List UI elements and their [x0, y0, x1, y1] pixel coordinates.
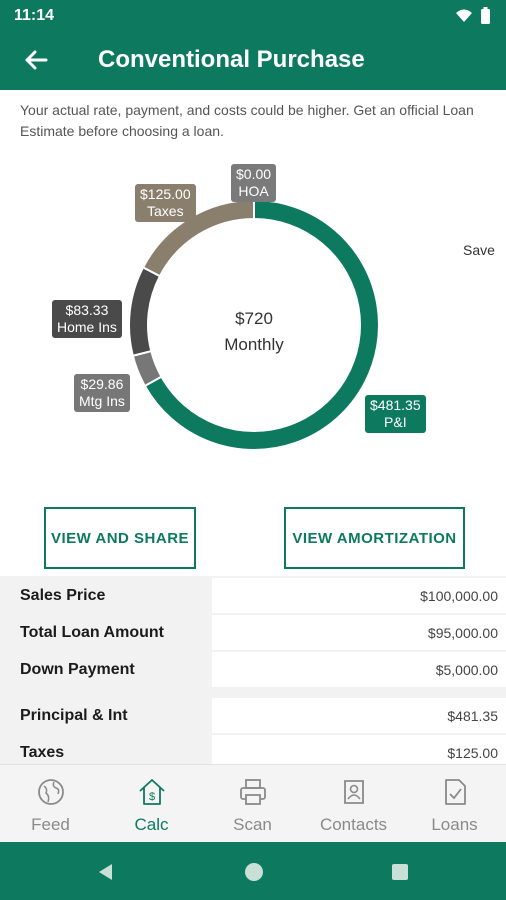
table-row: Sales Price $100,000.00: [0, 578, 506, 613]
row-label: Taxes: [20, 743, 65, 761]
nav-item-scan[interactable]: Scan: [202, 765, 303, 843]
monthly-label: Monthly: [224, 335, 284, 354]
nav-item-calc[interactable]: $ Calc: [101, 765, 202, 843]
slice-label-home-ins: $83.33 Home Ins: [52, 300, 122, 338]
disclaimer-text: Your actual rate, payment, and costs cou…: [20, 102, 474, 139]
contacts-icon: [344, 780, 364, 804]
slice-label-mtg-ins: $29.86 Mtg Ins: [74, 374, 130, 412]
slice-amount-pi: $481.35: [370, 397, 421, 413]
nav-item-loans[interactable]: Loans: [404, 765, 505, 843]
save-button[interactable]: Save: [463, 242, 495, 258]
recents-square-icon[interactable]: [390, 862, 410, 882]
back-triangle-icon[interactable]: [96, 862, 116, 882]
status-bar: 11:14: [0, 0, 506, 32]
status-time: 11:14: [14, 7, 55, 24]
row-label: Sales Price: [20, 586, 106, 604]
table-row: Down Payment $5,000.00: [0, 652, 506, 687]
slice-label-pi: $481.35 P&I: [365, 395, 426, 433]
row-label: Down Payment: [20, 660, 135, 678]
donut-slice-home-ins: [128, 266, 162, 357]
nav-label: Feed: [31, 815, 70, 834]
nav-label: Loans: [431, 815, 478, 834]
nav-label: Contacts: [319, 815, 388, 834]
row-label: Principal & Int: [20, 706, 128, 724]
row-value: $481.35: [212, 698, 506, 733]
printer-icon: [240, 779, 266, 805]
donut-slice-taxes: [141, 198, 255, 278]
slice-name-mtg-ins: Mtg Ins: [79, 393, 125, 409]
slice-label-taxes: $125.00 Taxes: [135, 184, 196, 222]
document-check-icon: [445, 779, 466, 805]
table-row: Total Loan Amount $95,000.00: [0, 615, 506, 650]
app-bar: Conventional Purchase: [0, 32, 506, 90]
nav-item-feed[interactable]: Feed: [0, 765, 101, 843]
slice-name-hoa: HOA: [238, 183, 269, 199]
donut-slice-pi: [143, 198, 380, 451]
slice-amount-mtg-ins: $29.86: [80, 376, 124, 392]
table-row: Taxes $125.00: [0, 735, 506, 764]
nav-item-contacts[interactable]: Contacts: [303, 765, 404, 843]
nav-label: Calc: [134, 815, 169, 834]
slice-amount-hoa: $0.00: [236, 166, 272, 182]
loan-summary-table: Sales Price $100,000.00 Total Loan Amoun…: [0, 576, 506, 764]
row-value: $5,000.00: [212, 652, 506, 687]
payment-donut-chart: [128, 198, 380, 451]
row-value: $125.00: [212, 735, 506, 764]
bottom-navigation: Feed $ Calc Scan Contacts Loans: [0, 764, 506, 842]
slice-name-home-ins: Home Ins: [57, 319, 117, 335]
view-amortization-button[interactable]: VIEW AMORTIZATION: [284, 507, 465, 569]
nav-label: Scan: [233, 815, 272, 834]
house-dollar-icon: $: [139, 779, 165, 805]
slice-name-pi: P&I: [384, 414, 407, 430]
slice-label-hoa: $0.00 HOA: [231, 164, 277, 202]
svg-text:$: $: [149, 791, 155, 803]
row-label: Total Loan Amount: [20, 623, 164, 641]
slice-amount-taxes: $125.00: [140, 186, 191, 202]
slice-name-taxes: Taxes: [147, 203, 184, 219]
wifi-battery-icon: [456, 7, 490, 24]
arrow-left-icon[interactable]: [22, 46, 50, 74]
globe-icon: [38, 779, 64, 805]
monthly-amount: $720: [235, 309, 273, 328]
row-value: $100,000.00: [212, 578, 506, 613]
view-and-share-button[interactable]: VIEW AND SHARE: [44, 507, 196, 569]
slice-amount-home-ins: $83.33: [65, 302, 109, 318]
row-value: $95,000.00: [212, 615, 506, 650]
chart-center: $720 Monthly: [184, 306, 324, 358]
home-circle-icon[interactable]: [242, 860, 266, 884]
table-row: Principal & Int $481.35: [0, 698, 506, 733]
system-navigation-bar: [0, 842, 506, 900]
page-title: Conventional Purchase: [98, 46, 365, 73]
